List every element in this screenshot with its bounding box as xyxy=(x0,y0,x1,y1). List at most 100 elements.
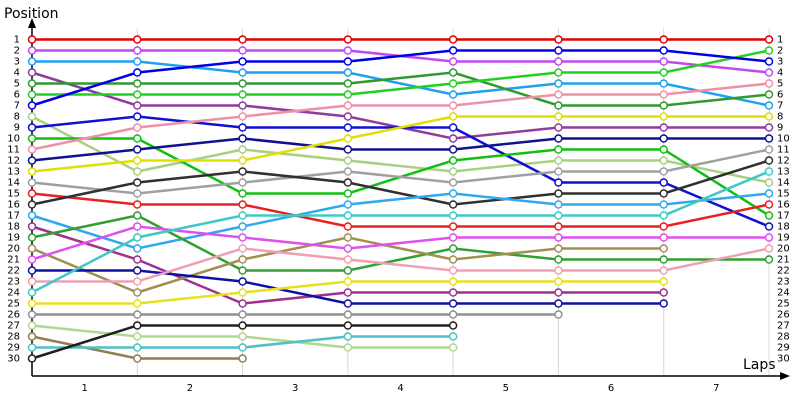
series-line xyxy=(32,60,770,107)
y-tick-label: 24 xyxy=(7,288,20,299)
point xyxy=(27,211,37,220)
point xyxy=(133,255,142,264)
point xyxy=(238,46,247,55)
point xyxy=(764,112,774,121)
point xyxy=(27,46,37,55)
point xyxy=(343,178,353,187)
y-tick-label: 22 xyxy=(7,266,20,277)
point xyxy=(343,310,353,319)
point xyxy=(659,288,668,297)
point xyxy=(554,277,563,286)
point xyxy=(448,57,458,66)
point xyxy=(133,332,142,341)
point xyxy=(554,167,563,176)
y-tick-label-right: 24 xyxy=(777,288,790,299)
y-tick-label-right: 19 xyxy=(777,233,790,244)
point xyxy=(659,233,668,242)
point xyxy=(659,134,668,143)
y-axis-label: Position xyxy=(4,6,59,22)
point xyxy=(764,145,774,154)
y-tick-label-right: 25 xyxy=(777,299,790,310)
y-tick-label: 25 xyxy=(7,299,20,310)
point xyxy=(27,90,37,99)
point xyxy=(554,299,563,308)
point xyxy=(554,68,563,77)
point xyxy=(554,266,563,275)
point xyxy=(27,266,37,275)
y-tick-label-right: 11 xyxy=(777,145,790,156)
series-line xyxy=(31,115,770,184)
point xyxy=(659,178,668,187)
point xyxy=(554,156,563,165)
point xyxy=(133,57,142,66)
point xyxy=(659,123,668,132)
point xyxy=(27,222,37,231)
point xyxy=(448,79,458,88)
y-tick-label-right: 17 xyxy=(777,211,790,222)
point xyxy=(659,90,668,99)
y-tick-label: 26 xyxy=(7,310,20,321)
point xyxy=(27,354,37,363)
point xyxy=(238,156,247,165)
point xyxy=(133,233,142,242)
y-tick-label: 3 xyxy=(14,57,20,68)
point xyxy=(343,299,353,308)
series-line xyxy=(31,82,770,151)
point xyxy=(238,233,247,242)
point xyxy=(27,101,37,110)
y-tick-label-right: 15 xyxy=(777,189,790,200)
point xyxy=(133,288,142,297)
y-tick-label: 17 xyxy=(7,211,20,222)
point xyxy=(27,68,37,77)
y-tick-label: 11 xyxy=(7,145,20,156)
point xyxy=(27,200,37,209)
point xyxy=(343,343,353,352)
point xyxy=(448,255,458,264)
point xyxy=(659,112,668,121)
point xyxy=(238,332,247,341)
point xyxy=(238,68,247,77)
point xyxy=(238,310,247,319)
y-tick-label-right: 4 xyxy=(777,68,783,79)
point xyxy=(343,266,353,275)
point xyxy=(764,46,774,55)
point xyxy=(27,79,37,88)
point xyxy=(27,233,37,242)
point xyxy=(448,332,458,341)
point xyxy=(448,288,458,297)
point xyxy=(448,277,458,286)
point xyxy=(343,101,353,110)
point xyxy=(343,167,353,176)
point xyxy=(554,123,563,132)
point xyxy=(343,145,353,154)
point xyxy=(27,244,37,253)
point xyxy=(554,134,563,143)
point xyxy=(448,167,458,176)
y-tick-label: 6 xyxy=(14,90,20,101)
y-tick-label: 30 xyxy=(7,354,20,365)
point xyxy=(238,35,247,44)
point xyxy=(448,222,458,231)
point xyxy=(659,101,668,110)
point xyxy=(448,46,458,55)
point xyxy=(133,46,142,55)
x-tick-label: 4 xyxy=(397,383,403,394)
point xyxy=(448,123,458,132)
y-tick-label-right: 23 xyxy=(777,277,790,288)
point xyxy=(659,299,668,308)
y-tick-label: 10 xyxy=(7,134,20,145)
point xyxy=(343,288,353,297)
point xyxy=(133,112,142,121)
point xyxy=(448,321,458,330)
point xyxy=(554,79,563,88)
point xyxy=(764,90,774,99)
point xyxy=(343,189,353,198)
point xyxy=(554,200,563,209)
point xyxy=(133,167,142,176)
point xyxy=(343,79,353,88)
point xyxy=(659,200,668,209)
y-tick-label: 23 xyxy=(7,277,20,288)
y-tick-label-right: 2 xyxy=(777,46,783,57)
point xyxy=(764,123,774,132)
series-line xyxy=(31,192,770,250)
